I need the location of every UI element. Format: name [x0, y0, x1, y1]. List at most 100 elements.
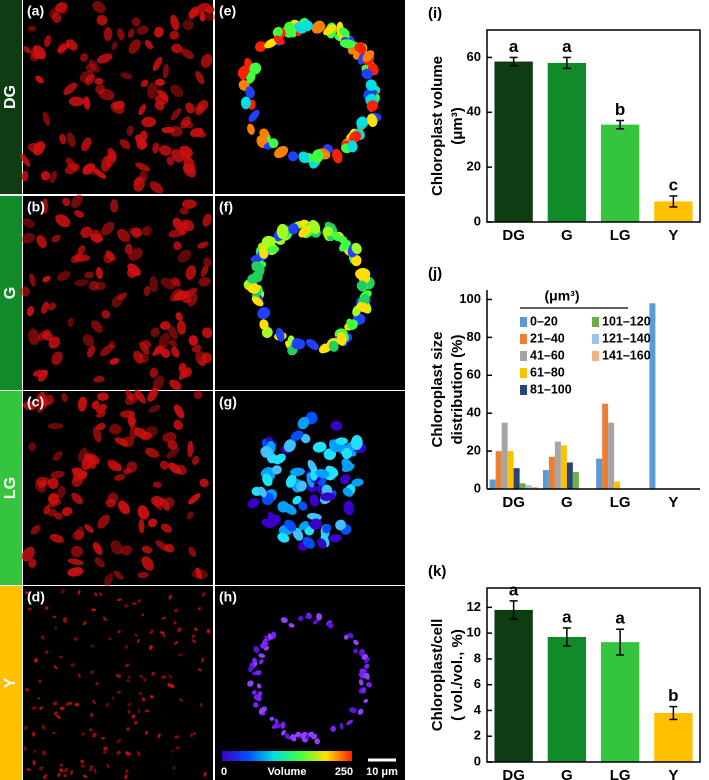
bar — [489, 479, 496, 489]
chloroplast-3d — [339, 39, 356, 49]
chloroplast — [97, 514, 110, 529]
chloroplast — [135, 162, 151, 172]
chloroplast — [55, 1, 68, 13]
chloroplast — [162, 432, 177, 443]
chloroplast-3d — [351, 255, 362, 267]
chloroplast — [149, 695, 154, 699]
chloroplast — [47, 302, 57, 311]
chloroplast — [149, 276, 158, 293]
chloroplast — [51, 234, 61, 243]
y-tick-label: 80 — [467, 329, 481, 344]
chloroplast — [103, 253, 114, 264]
chloroplast — [187, 293, 198, 307]
y-tick-label: 60 — [467, 367, 481, 382]
bar — [596, 458, 603, 489]
chloroplast-3d — [273, 35, 285, 45]
chloroplast-3d — [343, 500, 355, 516]
chloroplast — [117, 598, 122, 602]
bar — [572, 471, 579, 489]
chloroplast — [73, 636, 78, 641]
chloroplast — [93, 375, 105, 383]
chloroplast-3d — [328, 340, 339, 352]
chloroplast — [144, 709, 150, 713]
chloroplast — [84, 452, 100, 465]
chloroplast — [127, 28, 135, 39]
chloroplast — [152, 375, 165, 392]
y-axis-label: (μm³) — [449, 107, 466, 145]
y-tick-label: 20 — [467, 159, 481, 174]
chloroplast — [92, 426, 102, 443]
chloroplast — [203, 13, 216, 21]
chloroplast — [37, 696, 41, 700]
chloroplast — [60, 588, 65, 594]
bar — [654, 201, 693, 222]
chloroplast-3d — [365, 79, 377, 91]
chloroplast — [105, 151, 117, 168]
chloroplast — [59, 764, 63, 767]
chloroplast — [31, 706, 37, 710]
chloroplast-3d — [258, 707, 264, 715]
chloroplast — [119, 138, 131, 150]
y-tick-label: 40 — [467, 405, 481, 420]
chloroplast — [136, 750, 141, 757]
micrograph — [23, 586, 213, 780]
chloroplast-3d — [351, 242, 362, 255]
chloroplast — [74, 702, 80, 707]
chloroplast — [33, 657, 38, 663]
chloroplast — [200, 53, 213, 68]
chloroplast — [95, 84, 106, 94]
chloroplast-3d — [347, 319, 358, 331]
chloroplast-3d — [267, 511, 277, 526]
chloroplast — [40, 635, 45, 640]
chloroplast-3d — [356, 116, 369, 129]
color-bar — [222, 751, 352, 761]
chloroplast — [138, 518, 145, 534]
chloroplast — [197, 241, 209, 249]
x-tick-label: Y — [668, 227, 678, 244]
y-tick-label: 20 — [467, 443, 481, 458]
y-axis-label: Chloroplast/cell — [429, 619, 446, 732]
chloroplast — [109, 424, 122, 435]
x-tick-label: LG — [610, 494, 631, 511]
y-axis-label: Chloroplast size — [429, 332, 446, 448]
chloroplast — [42, 275, 51, 283]
chloroplast — [143, 678, 147, 682]
bar — [614, 481, 621, 489]
chloroplast-3d — [338, 27, 350, 38]
chloroplast — [169, 30, 180, 40]
row-label: LG — [2, 477, 19, 499]
chloroplast — [191, 638, 197, 644]
chloroplast — [124, 604, 129, 608]
chloroplast — [108, 636, 112, 641]
panel-label: (h) — [219, 589, 237, 605]
y-tick-label: 2 — [474, 728, 481, 743]
chloroplast — [70, 663, 76, 667]
chloroplast — [160, 277, 176, 290]
x-tick-label: G — [561, 767, 573, 780]
legend-swatch — [520, 334, 527, 344]
chloroplast — [90, 320, 103, 333]
chloroplast-3d — [261, 235, 276, 247]
chloroplast — [141, 697, 146, 701]
chloroplast — [133, 350, 144, 364]
chloroplast — [80, 53, 88, 62]
chloroplast — [131, 602, 137, 605]
chloroplast — [44, 606, 49, 610]
chloroplast — [196, 131, 207, 138]
chloroplast — [74, 279, 89, 287]
chloroplast — [32, 141, 46, 156]
row-strip — [0, 586, 22, 780]
chloroplast — [137, 571, 149, 579]
chloroplast-3d — [312, 441, 327, 453]
chloroplast — [197, 668, 202, 672]
chloroplast-3d — [367, 113, 378, 127]
significance-letter: a — [509, 580, 519, 599]
chloroplast — [59, 706, 65, 711]
chloroplast — [41, 331, 53, 341]
chloroplast — [35, 75, 44, 84]
error-bar — [562, 627, 571, 647]
chloroplast-3d — [253, 646, 260, 653]
chloroplast — [48, 499, 62, 508]
chloroplast — [42, 774, 48, 780]
